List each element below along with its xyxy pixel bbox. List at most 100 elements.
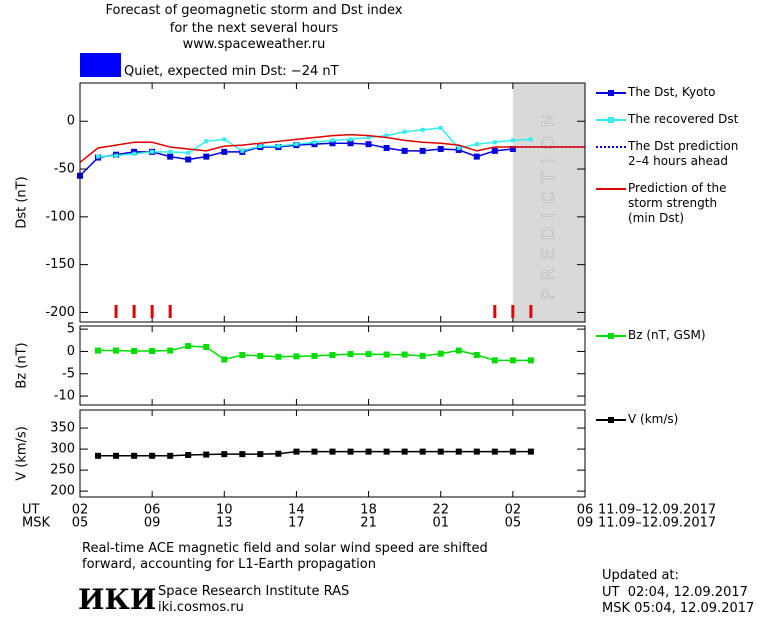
point xyxy=(185,156,192,163)
point xyxy=(149,347,156,354)
legend-label: Prediction of the storm strength (min Ds… xyxy=(628,181,727,225)
y-tick-label: 250 xyxy=(50,463,75,478)
x-tick-label: 06 xyxy=(144,503,161,518)
series-line xyxy=(79,133,585,163)
status: Quiet, expected min Dst: −24 nT xyxy=(124,64,339,79)
point xyxy=(167,452,174,459)
point xyxy=(185,343,192,350)
point xyxy=(203,451,210,458)
x-tick-label: 22 xyxy=(432,503,449,518)
event-marker xyxy=(529,305,533,318)
point xyxy=(419,147,426,154)
point xyxy=(203,343,210,350)
point xyxy=(420,127,425,132)
point xyxy=(329,448,336,455)
point xyxy=(167,153,174,160)
point xyxy=(527,448,534,455)
point xyxy=(366,135,371,140)
point xyxy=(455,347,462,354)
point xyxy=(365,351,372,358)
y-tick-label: -50 xyxy=(54,162,75,177)
legend-label: The Dst prediction 2–4 hours ahead xyxy=(628,139,739,168)
point xyxy=(402,129,407,134)
x-tick-label: 01 xyxy=(432,516,449,531)
y-tick-label: -10 xyxy=(54,389,75,404)
x-tick-label: 05 xyxy=(72,516,89,531)
point xyxy=(149,452,156,459)
ut-label: UT xyxy=(22,503,40,518)
x-tick-label: 06 xyxy=(577,503,594,518)
event-marker xyxy=(511,305,515,318)
point xyxy=(311,352,318,359)
event-marker xyxy=(493,305,497,318)
point xyxy=(347,140,354,147)
title: for the next several hours xyxy=(169,21,339,36)
legend-label: The recovered Dst xyxy=(628,112,739,126)
institute: Space Research Institute RAS xyxy=(158,584,350,599)
point xyxy=(527,357,534,364)
point xyxy=(384,133,389,138)
point xyxy=(293,353,300,360)
point xyxy=(509,357,516,364)
point xyxy=(168,149,173,154)
point xyxy=(473,352,480,359)
x-tick-label: 18 xyxy=(360,503,377,518)
point xyxy=(113,452,120,459)
point xyxy=(311,448,318,455)
point xyxy=(329,140,336,147)
point xyxy=(401,448,408,455)
x-tick-label: 09 xyxy=(577,516,594,531)
plot-frame xyxy=(79,325,586,406)
title: Forecast of geomagnetic storm and Dst in… xyxy=(105,3,403,18)
note: Real-time ACE magnetic field and solar w… xyxy=(82,541,488,556)
point xyxy=(293,448,300,455)
y-tick-label: -150 xyxy=(45,257,75,272)
y-tick-label: 0 xyxy=(67,114,75,129)
y-tick-label: 350 xyxy=(50,421,75,436)
point xyxy=(365,141,372,148)
point xyxy=(509,145,516,152)
point xyxy=(132,151,137,156)
point xyxy=(401,147,408,154)
x-tick-label: 14 xyxy=(288,503,305,518)
point xyxy=(419,352,426,359)
site: iki.cosmos.ru xyxy=(158,600,244,615)
point xyxy=(240,148,245,153)
legend-swatch xyxy=(608,90,614,96)
legend-label: V (km/s) xyxy=(628,412,679,426)
date-range: 11.09–12.09.2017 xyxy=(598,503,716,518)
point xyxy=(275,353,282,360)
y-tick-label: 300 xyxy=(50,442,75,457)
date-range: 11.09–12.09.2017 xyxy=(598,516,716,531)
legend-label: The Dst, Kyoto xyxy=(628,85,716,99)
point xyxy=(528,137,533,142)
point xyxy=(491,357,498,364)
event-marker xyxy=(150,305,154,318)
y-tick-label: -200 xyxy=(45,305,75,320)
legend-swatch xyxy=(608,117,614,123)
point xyxy=(167,347,174,354)
x-tick-label: 21 xyxy=(360,516,377,531)
point xyxy=(204,139,209,144)
point xyxy=(383,448,390,455)
plot-frame xyxy=(79,82,586,323)
y-axis-label: Dst (nT) xyxy=(15,176,30,228)
point xyxy=(455,448,462,455)
plot-frame xyxy=(79,409,586,498)
point xyxy=(186,150,191,155)
event-marker xyxy=(132,305,136,318)
point xyxy=(113,347,120,354)
point xyxy=(401,351,408,358)
updated-msk: MSK 05:04, 12.09.2017 xyxy=(602,601,755,616)
point xyxy=(347,448,354,455)
point xyxy=(438,125,443,130)
point xyxy=(276,144,281,149)
point xyxy=(221,451,228,458)
point xyxy=(437,448,444,455)
point xyxy=(257,352,264,359)
point xyxy=(131,347,138,354)
point xyxy=(473,153,480,160)
point xyxy=(474,142,479,147)
point xyxy=(95,347,102,354)
